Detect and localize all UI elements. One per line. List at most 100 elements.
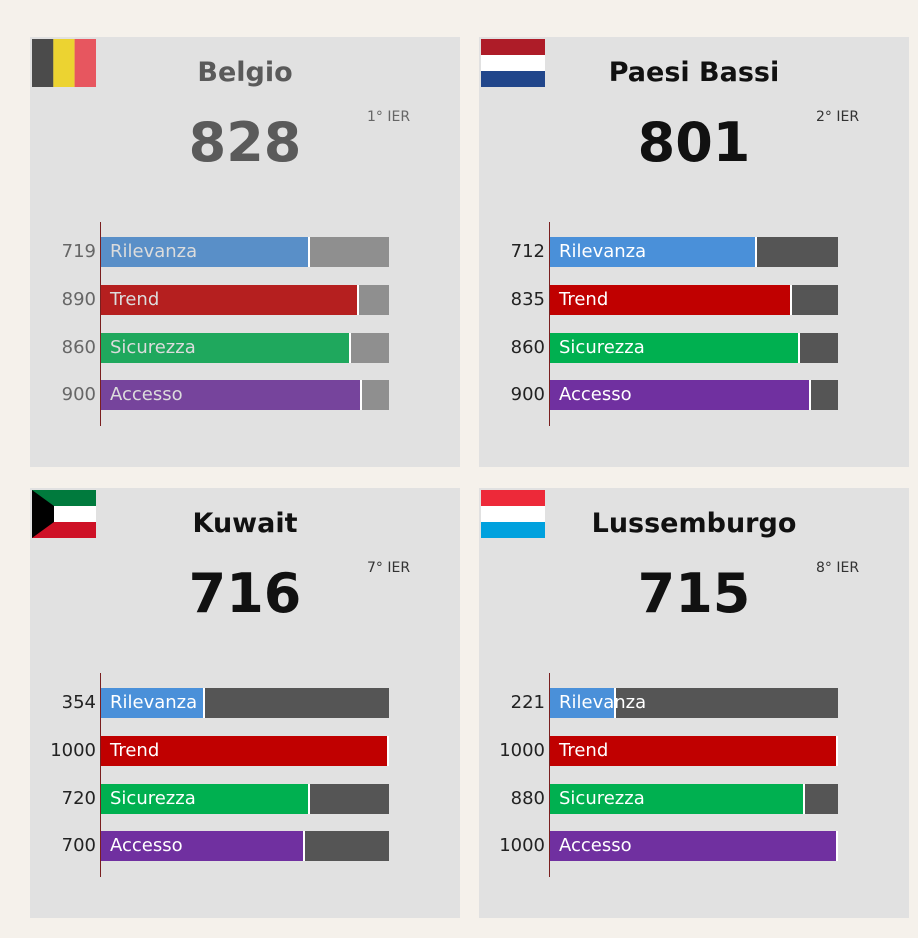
bar-row-sicurezza: 860 Sicurezza — [479, 333, 909, 363]
bar-track-trend — [550, 285, 838, 315]
bar-marker-sicurezza — [803, 784, 805, 814]
bar-rilevanza — [550, 688, 614, 718]
bar-marker-rilevanza — [308, 237, 310, 267]
bar-track-rilevanza — [101, 237, 389, 267]
bar-marker-trend — [387, 736, 389, 766]
value-label-sicurezza: 880 — [510, 788, 545, 809]
country-name: Lussemburgo — [591, 508, 797, 539]
bar-marker-accesso — [360, 380, 362, 410]
bar-marker-sicurezza — [308, 784, 310, 814]
bar-trend — [550, 736, 838, 766]
overall-score: 801 — [637, 111, 751, 174]
value-label-sicurezza: 860 — [61, 337, 96, 358]
category-label-rilevanza: Rilevanza — [559, 692, 647, 713]
country-name: Belgio — [197, 57, 293, 88]
value-label-rilevanza: 719 — [61, 241, 96, 262]
country-name: Kuwait — [192, 508, 298, 539]
bar-track-trend — [101, 736, 389, 766]
belgium-flag-icon — [32, 39, 96, 87]
card-paesi-bassi: Paesi Bassi 801 2° IER 712 Rilevanza 835 Tr… — [479, 37, 909, 467]
bar-track-sicurezza — [550, 784, 838, 814]
netherlands-flag-icon — [481, 39, 545, 87]
bar-row-rilevanza: 354 Rilevanza — [30, 688, 460, 718]
bar-row-trend: 835 Trend — [479, 285, 909, 315]
bar-row-trend: 890 Trend — [30, 285, 460, 315]
category-label-rilevanza: Rilevanza — [559, 241, 647, 262]
bar-track-accesso — [101, 380, 389, 410]
category-label-trend: Trend — [110, 289, 160, 310]
axis-line — [549, 673, 550, 877]
bar-track-sicurezza — [550, 333, 838, 363]
bar-sicurezza — [101, 784, 308, 814]
axis-line — [100, 222, 101, 426]
bar-trend — [101, 285, 357, 315]
bar-marker-accesso — [303, 831, 305, 861]
rank-label: 7° IER — [367, 560, 411, 576]
category-label-trend: Trend — [110, 740, 160, 761]
category-label-rilevanza: Rilevanza — [110, 241, 198, 262]
bar-row-accesso: 1000 Accesso — [479, 831, 909, 861]
bar-rilevanza — [101, 688, 203, 718]
rank-label: 2° IER — [816, 109, 860, 125]
bar-row-rilevanza: 221 Rilevanza — [479, 688, 909, 718]
bar-accesso — [550, 380, 809, 410]
bar-track-rilevanza — [550, 688, 838, 718]
bar-marker-sicurezza — [798, 333, 800, 363]
bar-marker-rilevanza — [755, 237, 757, 267]
bar-marker-trend — [357, 285, 359, 315]
bar-track-sicurezza — [101, 784, 389, 814]
bar-track-accesso — [550, 831, 838, 861]
card-lussemburgo: Lussemburgo 715 8° IER 221 Rilevanza 1000 T… — [479, 488, 909, 918]
value-label-trend: 1000 — [499, 740, 545, 761]
category-label-accesso: Accesso — [559, 835, 632, 856]
bar-track-accesso — [101, 831, 389, 861]
bar-sicurezza — [550, 784, 803, 814]
value-label-accesso: 900 — [61, 384, 96, 405]
bar-rilevanza — [550, 237, 755, 267]
category-label-sicurezza: Sicurezza — [110, 337, 196, 358]
category-label-sicurezza: Sicurezza — [110, 788, 196, 809]
value-label-accesso: 700 — [61, 835, 96, 856]
category-label-accesso: Accesso — [110, 835, 183, 856]
bar-accesso — [550, 831, 838, 861]
bar-marker-trend — [790, 285, 792, 315]
axis-line — [549, 222, 550, 426]
category-label-trend: Trend — [559, 740, 609, 761]
category-label-accesso: Accesso — [110, 384, 183, 405]
bar-track-trend — [101, 285, 389, 315]
bar-sicurezza — [550, 333, 798, 363]
overall-score: 716 — [188, 562, 302, 625]
bar-row-sicurezza: 860 Sicurezza — [30, 333, 460, 363]
category-label-sicurezza: Sicurezza — [559, 788, 645, 809]
category-label-trend: Trend — [559, 289, 609, 310]
value-label-trend: 1000 — [50, 740, 96, 761]
bar-marker-rilevanza — [203, 688, 205, 718]
luxembourg-flag-icon — [481, 490, 545, 538]
bar-marker-accesso — [809, 380, 811, 410]
value-label-accesso: 1000 — [499, 835, 545, 856]
bar-sicurezza — [101, 333, 349, 363]
bar-marker-sicurezza — [349, 333, 351, 363]
bar-trend — [101, 736, 389, 766]
card-belgio: Belgio 828 1° IER 719 Rilevanza 890 Trend 86… — [30, 37, 460, 467]
value-label-rilevanza: 354 — [61, 692, 96, 713]
value-label-rilevanza: 221 — [510, 692, 545, 713]
bar-marker-rilevanza — [614, 688, 616, 718]
bar-marker-trend — [836, 736, 838, 766]
value-label-sicurezza: 860 — [510, 337, 545, 358]
bar-track-rilevanza — [550, 237, 838, 267]
bar-row-accesso: 900 Accesso — [30, 380, 460, 410]
bar-row-rilevanza: 719 Rilevanza — [30, 237, 460, 267]
value-label-trend: 835 — [510, 289, 545, 310]
bar-marker-accesso — [836, 831, 838, 861]
bar-track-rilevanza — [101, 688, 389, 718]
category-label-sicurezza: Sicurezza — [559, 337, 645, 358]
overall-score: 828 — [188, 111, 302, 174]
bar-row-trend: 1000 Trend — [30, 736, 460, 766]
value-label-accesso: 900 — [510, 384, 545, 405]
overall-score: 715 — [637, 562, 751, 625]
bar-accesso — [101, 380, 360, 410]
bar-track-sicurezza — [101, 333, 389, 363]
rank-label: 8° IER — [816, 560, 860, 576]
card-kuwait: Kuwait 716 7° IER 354 Rilevanza 1000 Trend 7… — [30, 488, 460, 918]
